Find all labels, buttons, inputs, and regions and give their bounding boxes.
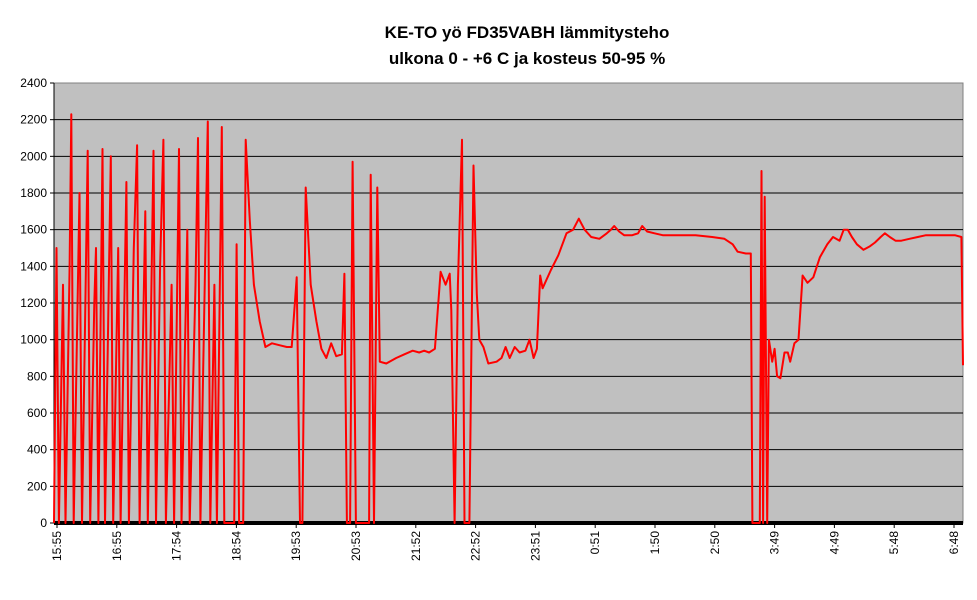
y-tick-label: 600: [27, 406, 47, 420]
y-tick-label: 2200: [20, 113, 47, 127]
y-tick-label: 0: [40, 516, 47, 530]
x-tick-label: 18:54: [229, 531, 243, 561]
y-tick-label: 200: [27, 479, 47, 493]
x-tick-label: 5:48: [887, 531, 901, 555]
x-tick-label: 17:54: [170, 531, 184, 561]
chart-title: KE-TO yö FD35VABH lämmitysteho: [385, 23, 670, 42]
y-tick-label: 800: [27, 369, 47, 383]
x-tick-label: 23:51: [528, 531, 542, 561]
y-tick-label: 2000: [20, 149, 47, 163]
x-tick-label: 2:50: [708, 531, 722, 555]
y-tick-label: 1600: [20, 223, 47, 237]
y-tick-label: 1400: [20, 259, 47, 273]
series-line: [53, 113, 964, 524]
y-tick-label: 1000: [20, 333, 47, 347]
x-tick-label: 19:53: [289, 531, 303, 561]
x-tick-label: 6:48: [947, 531, 961, 555]
y-tick-label: 1800: [20, 186, 47, 200]
y-tick-label: 2400: [20, 76, 47, 90]
y-tick-label: 400: [27, 443, 47, 457]
x-tick-label: 0:51: [588, 531, 602, 555]
x-axis: 15:55 16:55 17:54 18:54 19:53 20:53 21:52 22:52…: [50, 521, 963, 561]
x-tick-label: 1:50: [648, 531, 662, 555]
x-tick-label: 22:52: [469, 531, 483, 561]
x-tick-label: 21:52: [409, 531, 423, 561]
series-group: [53, 113, 964, 524]
x-tick-label: 4:49: [827, 531, 841, 555]
chart-subtitle: ulkona 0 - +6 C ja kosteus 50-95 %: [389, 49, 665, 68]
y-axis: 0 200 400 600 800 1000 1200 1400 1600 1800 2000 220…: [20, 76, 55, 530]
x-tick-label: 3:49: [768, 531, 782, 555]
y-tick-label: 1200: [20, 296, 47, 310]
x-tick-label: 15:55: [50, 531, 64, 561]
x-tick-label: 16:55: [110, 531, 124, 561]
x-tick-label: 20:53: [349, 531, 363, 561]
